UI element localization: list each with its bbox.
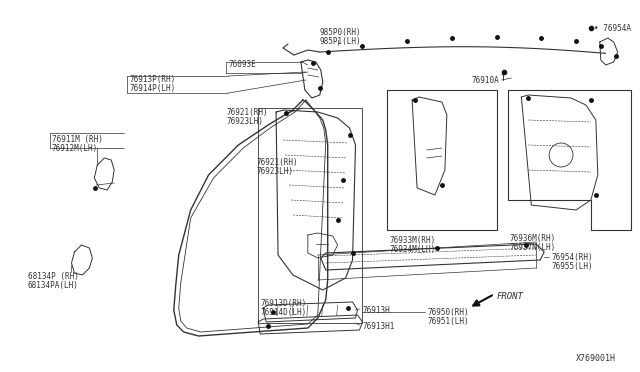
Text: 76923LH): 76923LH) (256, 167, 293, 176)
Text: 76933M(RH): 76933M(RH) (389, 236, 436, 245)
Text: FRONT: FRONT (497, 292, 524, 301)
Text: 76912M(LH): 76912M(LH) (52, 144, 98, 153)
Bar (258, 108, 362, 323)
Text: 76955(LH): 76955(LH) (551, 262, 593, 271)
Text: 68134P (RH): 68134P (RH) (28, 272, 79, 281)
Text: 76921(RH): 76921(RH) (227, 108, 268, 117)
Text: 76910A: 76910A (472, 76, 499, 85)
Text: 76951(LH): 76951(LH) (427, 317, 468, 326)
Text: X769001H: X769001H (576, 354, 616, 363)
Text: 76093E: 76093E (228, 60, 256, 69)
Text: 76913P(RH): 76913P(RH) (129, 75, 175, 84)
Text: 76954(RH): 76954(RH) (551, 253, 593, 262)
Text: 985P0(RH): 985P0(RH) (320, 28, 362, 37)
Text: 985P1(LH): 985P1(LH) (320, 37, 362, 46)
Text: 76936M(RH): 76936M(RH) (509, 234, 556, 243)
Text: 68134PA(LH): 68134PA(LH) (28, 281, 79, 290)
Text: 76913D(RH): 76913D(RH) (260, 299, 307, 308)
Text: 76937N(LH): 76937N(LH) (509, 243, 556, 252)
Text: 76950(RH): 76950(RH) (427, 308, 468, 317)
Text: 76914P(LH): 76914P(LH) (129, 84, 175, 93)
Text: 76934M(LH): 76934M(LH) (389, 245, 436, 254)
Text: • 76954A: • 76954A (594, 24, 631, 33)
Text: 76914D(LH): 76914D(LH) (260, 308, 307, 317)
Bar (387, 90, 497, 230)
Text: 76921(RH): 76921(RH) (256, 158, 298, 167)
Text: 76913H: 76913H (362, 306, 390, 315)
Text: 76913H1: 76913H1 (362, 322, 395, 331)
Text: 76911M (RH): 76911M (RH) (52, 135, 102, 144)
Text: 76923LH): 76923LH) (227, 117, 264, 126)
